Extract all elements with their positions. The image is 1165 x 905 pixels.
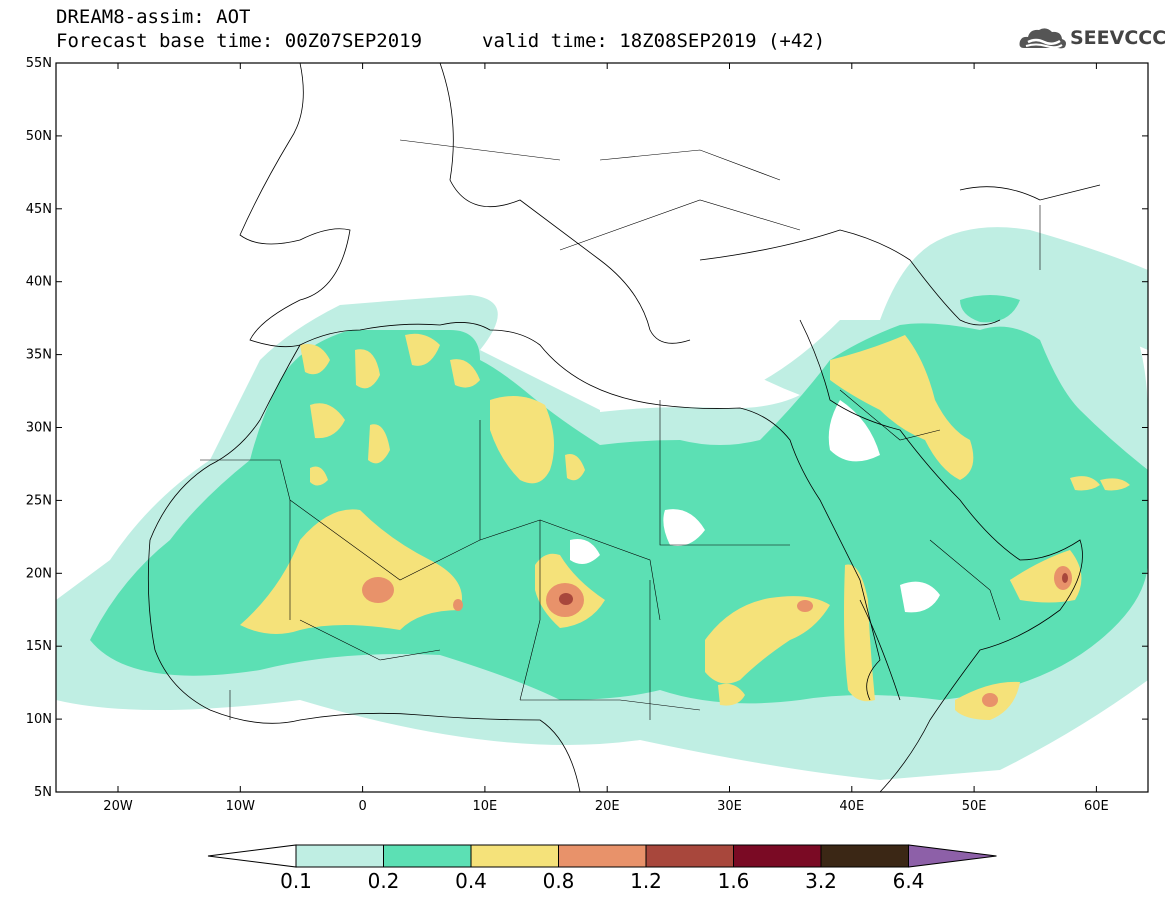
lon-label: 60E — [1084, 799, 1109, 814]
forecast-base-time: Forecast base time: 00Z07SEP2019 — [56, 30, 423, 52]
country-borders — [200, 139, 1041, 720]
lat-label: 25N — [26, 493, 52, 508]
colorbar-label: 3.2 — [805, 869, 837, 893]
coastlines — [147, 63, 1101, 792]
aot-level-1-2 — [559, 573, 1068, 605]
colorbar-swatch — [820, 844, 909, 868]
valid-time: valid time: 18Z08SEP2019 (+42) — [482, 30, 826, 52]
lat-label: 5N — [34, 785, 52, 800]
colorbar-swatch — [645, 844, 734, 868]
colorbar-label: 0.4 — [455, 869, 487, 893]
colorbar-label: 0.2 — [368, 869, 400, 893]
lon-label: 10E — [473, 799, 498, 814]
colorbar-swatch — [558, 844, 647, 868]
lat-label: 40N — [26, 275, 52, 290]
colorbar-label: 0.1 — [280, 869, 312, 893]
lon-label: 30E — [717, 799, 742, 814]
lat-label: 15N — [26, 639, 52, 654]
lat-label: 35N — [26, 348, 52, 363]
colorbar-swatch — [470, 844, 559, 868]
lat-label: 55N — [26, 56, 52, 71]
product-title: DREAM8-assim: AOT — [56, 6, 251, 28]
colorbar-label: 1.2 — [630, 869, 662, 893]
lon-label: 40E — [839, 799, 864, 814]
colorbar-label: 1.6 — [718, 869, 750, 893]
colorbar-label: 0.8 — [543, 869, 575, 893]
colorbar-label: 6.4 — [893, 869, 925, 893]
cloud-logo-icon — [1019, 28, 1066, 49]
lat-label: 10N — [26, 712, 52, 727]
colorbar: 0.1 0.2 0.4 0.8 1.2 1.6 3.2 6.4 — [207, 844, 997, 893]
lon-label: 10W — [226, 799, 256, 814]
aot-level-0-4 — [240, 333, 1130, 720]
colorbar-low-arrow — [207, 844, 297, 868]
colorbar-swatch — [733, 844, 822, 868]
latitude-axis: 55N 50N 45N 40N 35N 30N 25N 20N 15N 10N 5N — [26, 56, 1148, 800]
lon-label: 50E — [962, 799, 987, 814]
lon-label: 20E — [595, 799, 620, 814]
logo-text: SEEVCCC — [1070, 27, 1165, 49]
longitude-axis: 20W 10W 0 10E 20E 30E 40E 50E 60E — [103, 63, 1109, 814]
lat-label: 30N — [26, 421, 52, 436]
colorbar-swatch — [383, 844, 472, 868]
aot-holes — [570, 351, 1045, 613]
lat-label: 50N — [26, 129, 52, 144]
aot-field — [56, 63, 1148, 792]
seevccc-logo: SEEVCCC — [1018, 24, 1165, 54]
colorbar-swatch — [295, 844, 384, 868]
colorbar-high-arrow — [908, 844, 997, 868]
lat-label: 20N — [26, 566, 52, 581]
lon-label: 0 — [358, 799, 366, 814]
lon-label: 20W — [103, 799, 133, 814]
lat-label: 45N — [26, 202, 52, 217]
